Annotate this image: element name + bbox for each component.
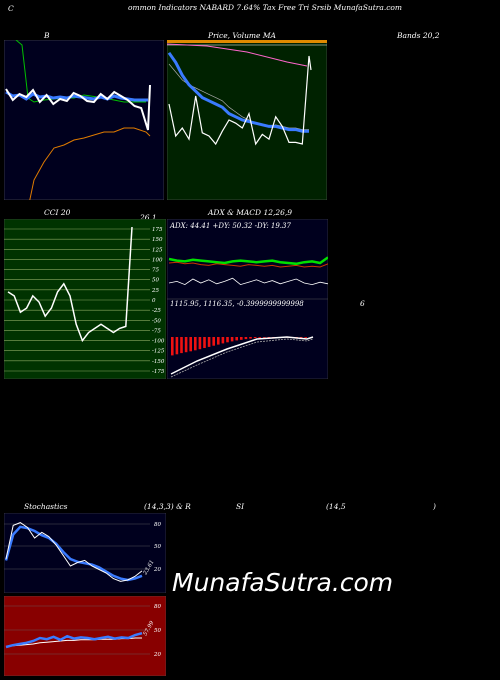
price-ma-label: Price, Volume MA [208, 31, 276, 40]
cci-tick-label: 0 [152, 298, 156, 304]
cci-tick-label: 100 [152, 257, 163, 263]
macd-bar [267, 337, 271, 338]
macd-bar [198, 337, 202, 350]
cci-tick-label: -175 [152, 369, 165, 375]
rsi-line [5, 631, 143, 649]
macd-bar [253, 337, 257, 339]
bollinger-lower-line [22, 127, 151, 200]
adx-side-value: 6 [360, 299, 365, 308]
cci-line [7, 226, 133, 343]
macd-bar [240, 337, 243, 340]
header-letter: C [8, 4, 14, 13]
macd-bar [207, 337, 211, 347]
cci-label: CCI 20 [44, 208, 71, 217]
macd-bar [203, 337, 206, 348]
macd-bar [230, 337, 234, 342]
macd-bar [194, 337, 197, 351]
price-ma-chart [167, 40, 327, 200]
ma-price-line [168, 55, 312, 146]
stoch-grid: 80 50 20 [4, 522, 161, 573]
macd-bar [258, 337, 261, 338]
adx-macd-label: ADX & MACD 12,26,9 [208, 208, 293, 217]
macd-chart: 1115.95, 1116.35, -0.3999999999998 [167, 299, 328, 379]
cci-tick-label: -150 [152, 359, 165, 365]
cci-tick-label: 150 [152, 237, 163, 243]
bollinger-label: B [44, 31, 50, 40]
tick-label: 20 [153, 567, 161, 573]
cci-tick-label: -75 [152, 328, 161, 334]
macd-bar [221, 337, 225, 344]
stoch-k-line [5, 522, 143, 582]
tick-label: 80 [154, 522, 161, 528]
stoch-params: (14,3,3) & R [144, 502, 191, 511]
rsi-label: SI [236, 502, 245, 511]
page-title: ommon Indicators NABARD 7.64% Tax Free T… [128, 3, 403, 12]
ma-short-line [167, 51, 309, 133]
macd-bar [244, 337, 248, 340]
cci-tick-label: 175 [152, 227, 163, 233]
tick-label: 80 [154, 604, 161, 610]
cci-tick-label: 50 [152, 278, 159, 284]
cci-tick-label: -25 [152, 308, 161, 314]
macd-bar [175, 337, 179, 355]
cci-tick-label: -125 [152, 349, 165, 355]
macd-bar [189, 337, 192, 352]
cci-tick-label: 25 [151, 288, 159, 294]
macd-bar [235, 337, 238, 341]
macd-bar [217, 337, 220, 345]
macd-values-text: 1115.95, 1116.35, -0.3999999999998 [170, 300, 304, 308]
bollinger-right-label: Bands 20,2 [397, 31, 440, 40]
macd-bar [212, 337, 215, 346]
cci-chart: 175 150 125 100 75 50 25 0 -25 -50 -75 -100 -125 -150… [4, 219, 166, 379]
rsi-params-close: ) [433, 502, 436, 511]
tick-label: 50 [154, 628, 161, 634]
cci-tick-label: -100 [152, 339, 165, 345]
adx-plus-dy-line [168, 256, 328, 266]
adx-line [168, 261, 328, 268]
watermark: MunafaSutra.com [172, 568, 394, 597]
macd-bar [171, 337, 174, 356]
rsi-grid: 80 50 20 [4, 604, 161, 658]
bollinger-chart [4, 40, 164, 200]
cci-tick-label: -50 [152, 318, 161, 324]
macd-bar [304, 337, 307, 338]
bollinger-price-line [5, 84, 151, 131]
cci-value: 26.1 [140, 213, 157, 222]
macd-bar [180, 337, 183, 354]
adx-values-text: ADX: 44.41 +DY: 50.32 -DY: 19.37 [169, 222, 291, 230]
macd-bar [249, 337, 252, 339]
macd-bar [184, 337, 188, 353]
stoch-label: Stochastics [24, 502, 68, 511]
macd-bar [299, 337, 303, 338]
macd-bar [226, 337, 229, 343]
cci-tick-label: 125 [152, 247, 163, 253]
tick-label: 50 [154, 544, 161, 550]
rsi-params: (14,5 [326, 502, 346, 511]
macd-bar [263, 337, 266, 338]
adx-minus-dy-line [168, 277, 328, 286]
cci-tick-label: 75 [152, 268, 159, 274]
tick-label: 20 [153, 652, 161, 658]
adx-chart: ADX: 44.41 +DY: 50.32 -DY: 19.37 [167, 219, 328, 299]
cci-grid: 175 150 125 100 75 50 25 0 -25 -50 -75 -100 -125 -150… [4, 227, 165, 375]
